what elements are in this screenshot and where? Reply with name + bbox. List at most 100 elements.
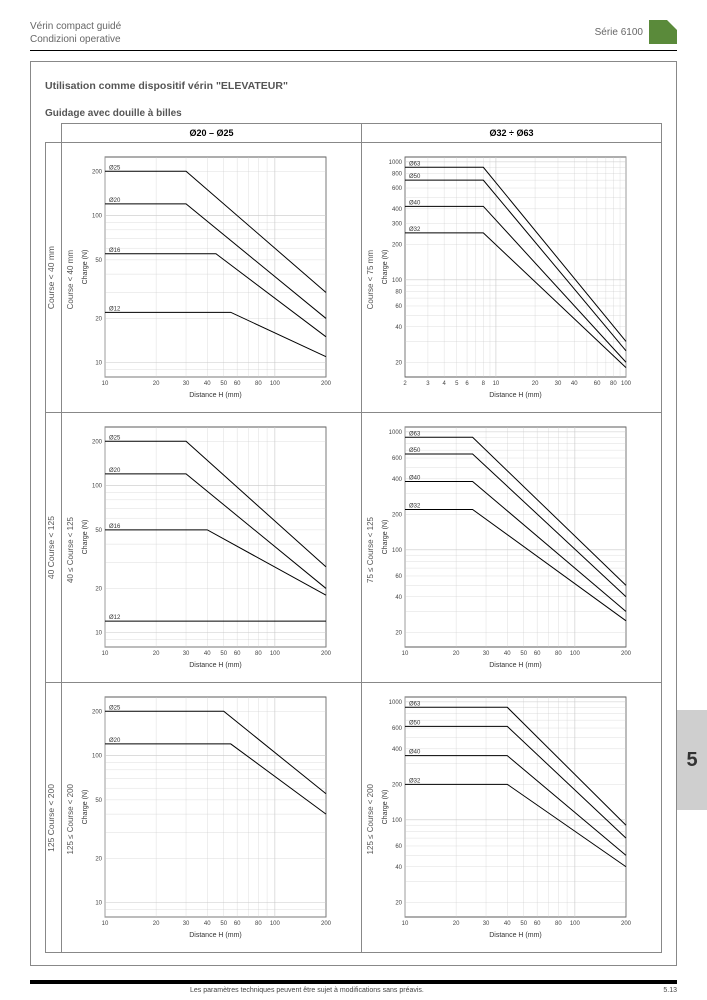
section-tab: 5 xyxy=(677,710,707,810)
chart-cell: 40 ≤ Course < 125 1020304050608010020010… xyxy=(62,413,362,683)
stroke-range-label: Course < 40 mm xyxy=(66,250,75,309)
svg-text:10: 10 xyxy=(402,921,409,927)
stroke-range-label: 125 ≤ Course < 200 xyxy=(66,784,75,854)
svg-text:800: 800 xyxy=(392,171,403,177)
svg-text:Ø50: Ø50 xyxy=(409,174,421,180)
page-footer: Les paramètres techniques peuvent être s… xyxy=(30,980,677,994)
chart-cell: 125 ≤ Course < 200 102030405060801002001… xyxy=(62,683,362,953)
svg-text:600: 600 xyxy=(392,726,403,732)
svg-text:200: 200 xyxy=(321,651,332,657)
svg-text:20: 20 xyxy=(395,900,402,906)
svg-text:100: 100 xyxy=(570,651,581,657)
log-log-chart: 1020304050608010020020406010020040060010… xyxy=(377,689,632,941)
svg-text:Ø16: Ø16 xyxy=(109,524,121,530)
col-header-left: Ø20 – Ø25 xyxy=(62,124,362,143)
chart-canvas: 10203040506080100200102050100200Ø25Ø20Di… xyxy=(77,689,357,950)
svg-text:Charge (N): Charge (N) xyxy=(382,790,389,825)
svg-text:4: 4 xyxy=(442,381,446,387)
svg-text:20: 20 xyxy=(153,651,160,657)
svg-text:40: 40 xyxy=(571,381,578,387)
svg-text:Ø40: Ø40 xyxy=(409,475,421,481)
svg-text:100: 100 xyxy=(392,278,403,284)
chart-grid-table: Ø20 – Ø25 Ø32 ÷ Ø63 Course < 40 mm Cours… xyxy=(45,123,662,953)
svg-text:40: 40 xyxy=(504,921,511,927)
svg-text:Ø25: Ø25 xyxy=(109,165,121,171)
svg-text:30: 30 xyxy=(183,651,190,657)
svg-text:Ø32: Ø32 xyxy=(409,227,421,233)
svg-text:30: 30 xyxy=(183,381,190,387)
log-log-chart: 10203040506080100200102050100200Ø25Ø20Di… xyxy=(77,689,332,941)
svg-text:Ø50: Ø50 xyxy=(409,720,421,726)
svg-text:10: 10 xyxy=(493,381,500,387)
svg-text:60: 60 xyxy=(234,381,241,387)
svg-text:50: 50 xyxy=(95,258,102,264)
svg-text:20: 20 xyxy=(95,316,102,322)
header-line1: Vérin compact guidé xyxy=(30,20,121,33)
svg-text:100: 100 xyxy=(92,754,103,760)
svg-text:Distance H (mm): Distance H (mm) xyxy=(189,662,242,669)
svg-text:30: 30 xyxy=(483,921,490,927)
svg-text:80: 80 xyxy=(255,381,262,387)
svg-text:2: 2 xyxy=(403,381,407,387)
svg-text:200: 200 xyxy=(392,512,403,518)
stroke-range-label: 75 ≤ Course < 125 xyxy=(366,517,375,583)
svg-text:50: 50 xyxy=(95,798,102,804)
footer-page: 5.13 xyxy=(663,987,677,994)
chart-cell: Course < 75 mm 2345681020304060801002040… xyxy=(362,143,662,413)
svg-text:Ø50: Ø50 xyxy=(409,448,421,454)
svg-text:60: 60 xyxy=(395,574,402,580)
chart-row: 40 Course < 125 40 ≤ Course < 125 102030… xyxy=(46,413,662,683)
col-header-right: Ø32 ÷ Ø63 xyxy=(362,124,662,143)
svg-text:100: 100 xyxy=(270,381,281,387)
svg-text:5: 5 xyxy=(455,381,459,387)
svg-text:600: 600 xyxy=(392,456,403,462)
chart-canvas: 10203040506080100200102050100200Ø25Ø20Ø1… xyxy=(77,149,357,410)
svg-text:50: 50 xyxy=(220,651,227,657)
svg-text:80: 80 xyxy=(555,921,562,927)
svg-text:40: 40 xyxy=(395,865,402,871)
svg-text:Ø12: Ø12 xyxy=(109,615,121,621)
subsection-title: Guidage avec douille à billes xyxy=(45,108,662,119)
svg-text:Distance H (mm): Distance H (mm) xyxy=(189,932,242,939)
svg-text:Ø12: Ø12 xyxy=(109,306,121,312)
svg-text:Ø63: Ø63 xyxy=(409,431,421,437)
svg-text:8: 8 xyxy=(482,381,486,387)
svg-text:Charge (N): Charge (N) xyxy=(82,790,89,825)
svg-text:80: 80 xyxy=(555,651,562,657)
svg-text:Charge (N): Charge (N) xyxy=(82,520,89,555)
log-log-chart: 1020304050608010020020406010020040060010… xyxy=(377,419,632,671)
svg-text:Ø40: Ø40 xyxy=(409,200,421,206)
svg-text:Ø40: Ø40 xyxy=(409,750,421,756)
svg-text:6: 6 xyxy=(465,381,469,387)
svg-text:10: 10 xyxy=(102,921,109,927)
svg-text:Ø63: Ø63 xyxy=(409,161,421,167)
svg-text:30: 30 xyxy=(483,651,490,657)
svg-text:400: 400 xyxy=(392,747,403,753)
header-series: Série 6100 xyxy=(595,27,643,38)
svg-text:20: 20 xyxy=(153,921,160,927)
svg-text:200: 200 xyxy=(621,921,632,927)
svg-text:Ø16: Ø16 xyxy=(109,248,121,254)
row-stroke-label: 125 Course < 200 xyxy=(46,784,56,852)
svg-text:200: 200 xyxy=(92,439,103,445)
svg-text:Ø63: Ø63 xyxy=(409,701,421,707)
svg-text:10: 10 xyxy=(95,901,102,907)
svg-text:600: 600 xyxy=(392,186,403,192)
chart-row: Course < 40 mm Course < 40 mm 1020304050… xyxy=(46,143,662,413)
svg-text:100: 100 xyxy=(621,381,632,387)
svg-text:20: 20 xyxy=(95,856,102,862)
svg-text:30: 30 xyxy=(555,381,562,387)
log-log-chart: 10203040506080100200102050100200Ø25Ø20Ø1… xyxy=(77,419,332,671)
svg-text:20: 20 xyxy=(395,360,402,366)
svg-text:Distance H (mm): Distance H (mm) xyxy=(489,662,542,669)
svg-text:60: 60 xyxy=(594,381,601,387)
svg-text:10: 10 xyxy=(102,381,109,387)
stroke-range-label: Course < 75 mm xyxy=(366,250,375,309)
svg-text:50: 50 xyxy=(520,651,527,657)
brand-logo-icon xyxy=(649,20,677,44)
svg-text:200: 200 xyxy=(321,921,332,927)
svg-text:40: 40 xyxy=(504,651,511,657)
svg-text:Ø20: Ø20 xyxy=(109,738,121,744)
svg-text:Ø20: Ø20 xyxy=(109,198,121,204)
svg-text:10: 10 xyxy=(95,361,102,367)
